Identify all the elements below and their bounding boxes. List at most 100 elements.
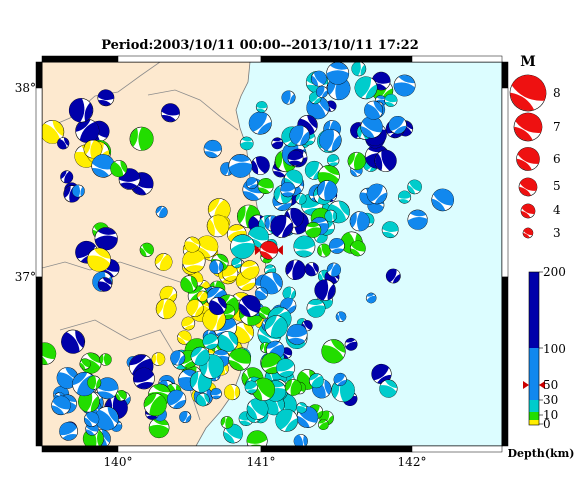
event-beachball-115	[310, 70, 327, 87]
event-beachball-183	[385, 268, 401, 284]
depth-bar-frame	[528, 271, 540, 426]
event-beachball-308	[308, 373, 324, 389]
event-beachball-109	[282, 286, 296, 301]
event-beachball-169	[305, 221, 322, 238]
depth-tick-200: 200	[543, 265, 566, 279]
event-beachball-315	[317, 419, 329, 431]
event-beachball-281	[72, 184, 85, 198]
magnitude-label-5: 5	[553, 179, 561, 193]
event-beachball-79	[254, 287, 268, 301]
map-title: Period:2003/10/11 00:00--2013/10/11 17:2…	[101, 38, 419, 53]
event-beachball-82	[250, 156, 270, 175]
event-beachball-257	[132, 367, 155, 390]
event-beachball-321	[246, 398, 269, 420]
event-beachball-175	[381, 221, 399, 239]
lon-label-140: 140°	[104, 455, 133, 469]
event-beachball-341	[210, 388, 222, 400]
event-beachball-208	[384, 93, 398, 107]
event-beachball-239	[96, 377, 119, 400]
event-beachball-291	[68, 98, 94, 123]
magnitude-legend: M 8 7 6 5 4 3	[509, 54, 561, 240]
event-beachball-156	[238, 295, 261, 317]
event-beachball-135	[203, 139, 222, 159]
event-beachball-302	[217, 331, 239, 352]
event-beachball-272	[42, 342, 57, 366]
lat-label-37: 37°	[15, 270, 36, 284]
event-beachball-247	[115, 390, 127, 402]
event-beachball-241	[94, 406, 119, 431]
event-beachball-333	[296, 402, 308, 414]
event-beachball-139	[239, 136, 254, 151]
event-beachball-286	[160, 103, 180, 123]
event-beachball-201	[270, 214, 294, 238]
depth-tick-30: 30	[543, 393, 558, 407]
event-beachball-50	[182, 249, 206, 273]
event-beachball-55	[196, 290, 208, 302]
event-beachball-173	[230, 234, 255, 259]
event-beachball-287	[139, 242, 154, 257]
depth-band-mid-shallow	[529, 412, 539, 420]
lon-label-142: 142°	[398, 455, 427, 469]
event-beachball-238	[78, 390, 100, 413]
event-beachball-54	[184, 236, 201, 253]
event-beachball-216	[287, 149, 304, 166]
event-beachball-217	[354, 76, 378, 100]
event-beachball-270	[129, 126, 154, 151]
event-beachball-205	[398, 190, 412, 204]
event-beachball-276	[75, 118, 100, 143]
event-beachball-290	[87, 247, 112, 272]
magnitude-label-6: 6	[553, 152, 561, 166]
event-beachball-210	[365, 292, 377, 304]
magnitude-legend-title: M	[520, 54, 536, 70]
event-beachball-119	[324, 209, 337, 223]
lon-label-141: 141°	[247, 455, 276, 469]
depth-tick-0: 0	[543, 417, 551, 431]
event-beachball-195	[431, 188, 455, 212]
depth-band-deep	[529, 348, 539, 400]
event-beachball-47	[186, 299, 204, 317]
event-beachball-218	[318, 128, 342, 152]
event-beachball-211	[407, 209, 428, 230]
event-beachball-63	[209, 259, 224, 274]
magnitude-label-7: 7	[553, 120, 561, 134]
depth-band-shallow	[529, 420, 539, 425]
latest-event-beachball	[259, 240, 279, 260]
event-beachball-126	[231, 257, 243, 269]
event-beachball-39	[177, 330, 192, 345]
event-beachball-104	[208, 297, 227, 315]
event-beachball-273	[155, 205, 168, 218]
event-beachball-220	[407, 179, 422, 195]
event-beachball-336	[220, 416, 234, 429]
event-beachball-264	[42, 119, 65, 144]
depth-tick-10: 10	[543, 408, 558, 422]
magnitude-label-8: 8	[553, 86, 561, 100]
event-beachball-177	[281, 90, 296, 105]
depth-band-mid	[529, 400, 539, 412]
event-beachball-108	[306, 298, 326, 318]
event-beachball-215	[271, 137, 284, 150]
event-symbols	[42, 62, 455, 446]
event-beachball-325	[264, 315, 288, 339]
event-beachball-137	[228, 153, 253, 178]
event-beachball-340	[190, 346, 210, 366]
event-beachball-153	[317, 243, 331, 258]
event-beachball-212	[374, 149, 397, 172]
magnitude-legend-ball-7	[513, 112, 543, 142]
event-beachball-219	[366, 183, 388, 205]
event-beachball-332	[293, 434, 308, 446]
event-beachball-288	[61, 329, 86, 354]
event-beachball-338	[244, 380, 258, 394]
event-beachball-180	[245, 177, 258, 190]
event-beachball-269	[57, 137, 70, 150]
event-beachball-116	[347, 151, 366, 171]
magnitude-legend-ball-6	[516, 147, 540, 171]
event-beachball-58	[206, 214, 230, 238]
event-beachball-91	[295, 193, 307, 205]
event-beachball-62	[155, 298, 177, 320]
magnitude-legend-ball-8	[509, 74, 547, 112]
event-beachball-271	[94, 227, 118, 251]
event-beachball-237	[79, 358, 91, 370]
event-beachball-114	[257, 178, 274, 194]
event-beachball-154	[349, 240, 366, 257]
